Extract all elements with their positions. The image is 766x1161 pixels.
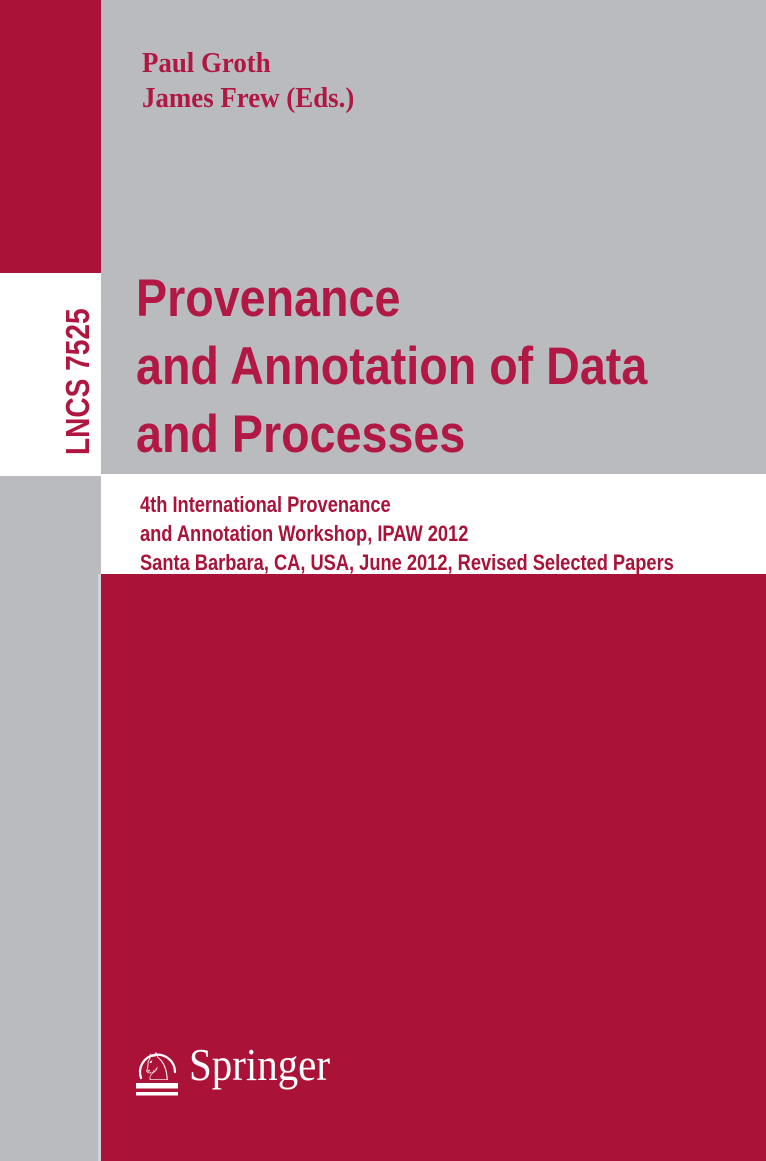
publisher-name: Springer <box>189 1039 330 1090</box>
title-line-3: and Processes <box>136 405 466 464</box>
editor-name-1: Paul Groth <box>142 48 271 79</box>
title-line-2: and Annotation of Data <box>136 337 648 396</box>
svg-text:♘: ♘ <box>140 1045 174 1089</box>
editors-block: Paul Groth James Frew (Eds.) <box>142 46 354 116</box>
bottom-crimson-panel <box>101 574 766 1161</box>
subtitle-line-1: 4th International Provenance <box>140 492 391 517</box>
subtitle-white-band <box>101 474 766 574</box>
top-gray-panel <box>101 0 766 474</box>
publisher-logo: ♘ Springer <box>134 1036 347 1097</box>
springer-horse-icon: ♘ <box>136 1045 178 1096</box>
subtitle-line-2: and Annotation Workshop, IPAW 2012 <box>140 521 469 546</box>
book-subtitle: 4th International Provenance and Annotat… <box>140 490 674 577</box>
spine-bottom-gray-block <box>0 476 101 1161</box>
book-title: Provenance and Annotation of Data and Pr… <box>136 265 647 469</box>
spine-series-band <box>0 273 101 476</box>
subtitle-line-3: Santa Barbara, CA, USA, June 2012, Revis… <box>140 550 674 575</box>
spine-top-crimson-block <box>0 0 101 273</box>
editor-name-2: James Frew (Eds.) <box>142 83 355 114</box>
title-line-1: Provenance <box>136 269 401 328</box>
series-number-label: LNCS 7525 <box>59 308 96 455</box>
spine-divider <box>98 574 101 1161</box>
